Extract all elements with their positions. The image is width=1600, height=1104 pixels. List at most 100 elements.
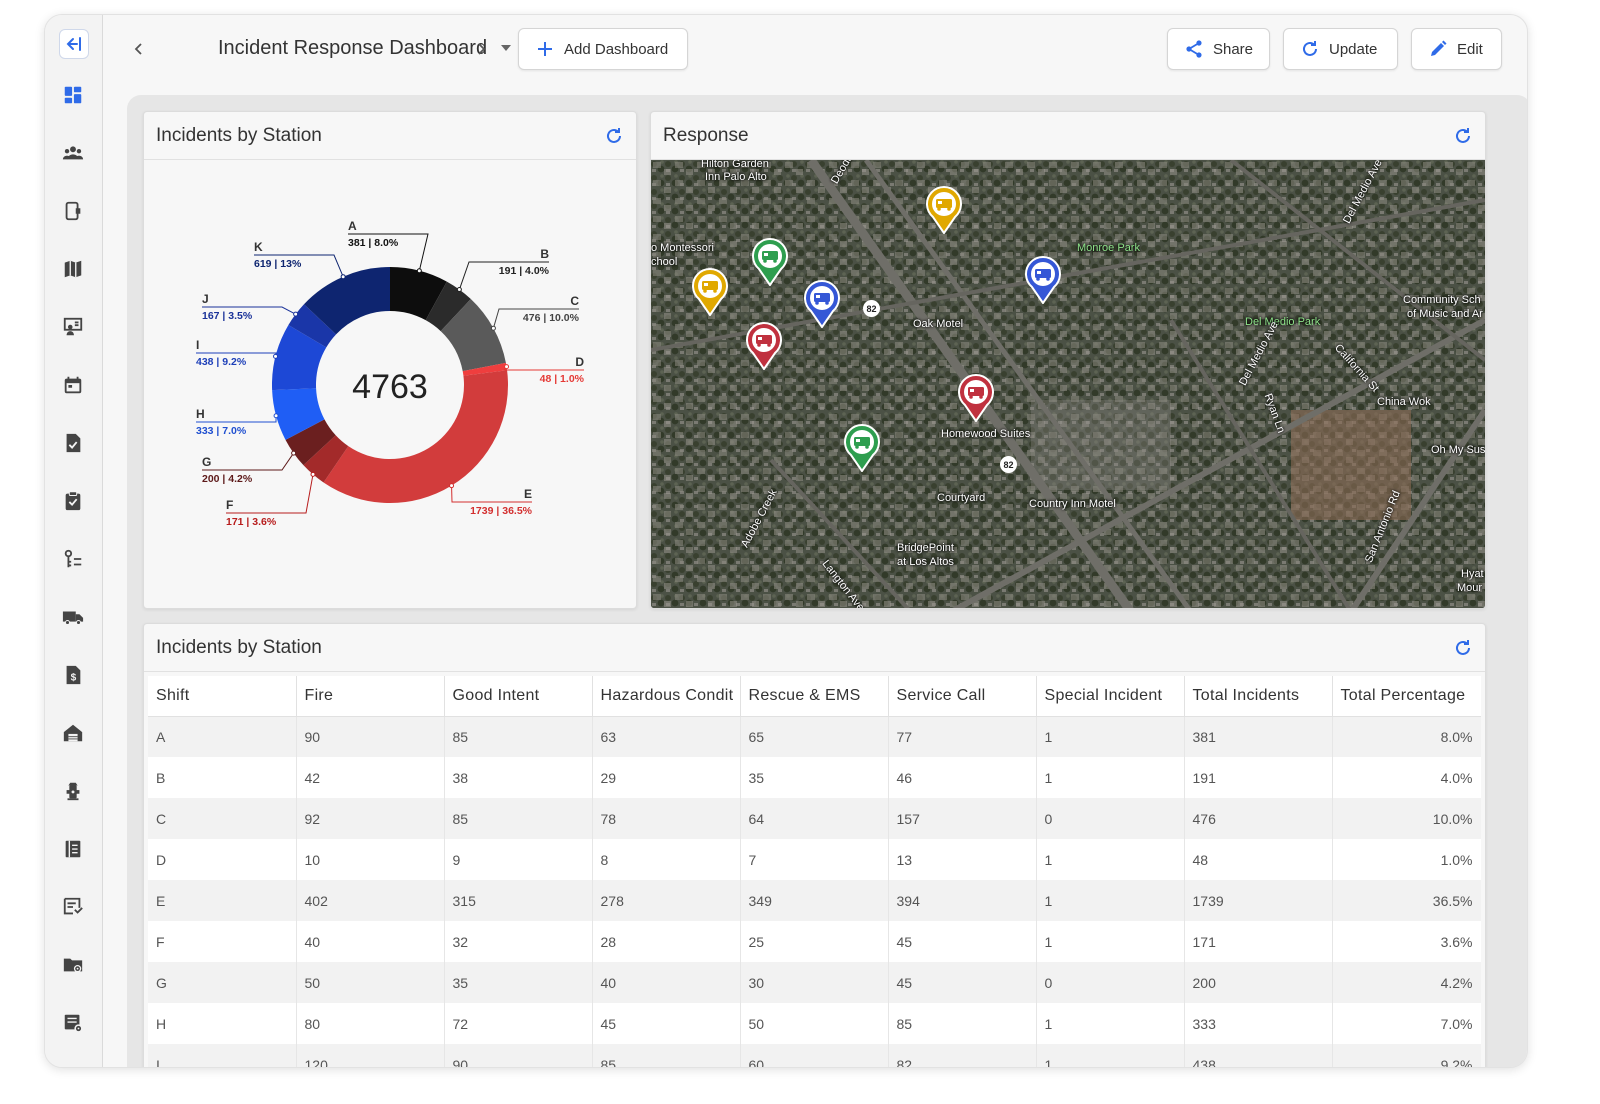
table-cell: 171	[1184, 921, 1333, 962]
fire-truck-pin[interactable]	[923, 184, 965, 234]
table-header-row: Shift Fire Good Intent Hazardous Condit Resc…	[148, 676, 1481, 717]
invoice-icon[interactable]: $	[61, 663, 85, 687]
donut-slice-a[interactable]	[390, 267, 447, 321]
table-cell: 278	[592, 880, 741, 921]
column-header[interactable]: Hazardous Condit	[592, 676, 741, 717]
table-cell: 191	[1184, 757, 1333, 798]
police-pin[interactable]	[1022, 254, 1064, 304]
leader-dot-h	[273, 413, 279, 419]
table-cell: 60	[740, 1044, 889, 1067]
map-icon[interactable]	[61, 257, 85, 281]
dashboard-icon[interactable]	[61, 83, 85, 107]
table-cell: 90	[444, 1044, 593, 1067]
table-cell: 35	[444, 962, 593, 1003]
satellite-map[interactable]: Hilton Garden Inn Palo Alto Deodar o Montes…	[651, 160, 1485, 608]
table-cell: 4.2%	[1332, 962, 1481, 1003]
table-row[interactable]: E 402 315 278 349 394 1 1739 36.5%	[148, 880, 1481, 921]
report-icon[interactable]	[61, 895, 85, 919]
refresh-icon[interactable]	[1453, 638, 1473, 658]
slice-label-h: H	[196, 407, 205, 421]
column-header[interactable]: Rescue & EMS	[740, 676, 889, 717]
table-cell: 50	[296, 962, 445, 1003]
donut-slice-c[interactable]	[440, 299, 506, 372]
chevron-right-icon[interactable]	[471, 39, 491, 59]
donut-slice-h[interactable]	[272, 388, 325, 440]
hydrant-icon[interactable]	[61, 779, 85, 803]
collapse-icon	[66, 37, 81, 51]
truck-icon[interactable]	[61, 605, 85, 629]
folder-settings-icon[interactable]	[61, 953, 85, 977]
table-scroll-area[interactable]: Shift Fire Good Intent Hazardous Condit Resc…	[148, 676, 1481, 1067]
collapse-sidebar-button[interactable]	[59, 29, 89, 59]
edit-button[interactable]: Edit	[1411, 28, 1502, 70]
column-header[interactable]: Good Intent	[444, 676, 593, 717]
column-header[interactable]: Total Percentage	[1332, 676, 1481, 717]
table-cell: 40	[296, 921, 445, 962]
calendar-icon[interactable]	[61, 373, 85, 397]
chevron-left-icon[interactable]	[129, 39, 149, 59]
table-row[interactable]: D 10 9 8 7 13 1 48 1.0%	[148, 839, 1481, 880]
donut-slice-f[interactable]	[303, 435, 349, 483]
clipboard-check-icon[interactable]	[61, 489, 85, 513]
donut-slice-i[interactable]	[272, 324, 327, 391]
donut-slice-g[interactable]	[285, 419, 336, 466]
column-header[interactable]: Total Incidents	[1184, 676, 1333, 717]
donut-slice-j[interactable]	[288, 304, 337, 348]
table-row[interactable]: G 50 35 40 30 45 0 200 4.2%	[148, 962, 1481, 1003]
leader-dot-j	[293, 311, 299, 317]
table-cell: 3.6%	[1332, 921, 1481, 962]
people-icon[interactable]	[61, 141, 85, 165]
column-header[interactable]: Service Call	[888, 676, 1037, 717]
personnel-board-icon[interactable]	[61, 315, 85, 339]
add-dashboard-button[interactable]: Add Dashboard	[518, 28, 688, 70]
table-row[interactable]: H 80 72 45 50 85 1 333 7.0%	[148, 1003, 1481, 1044]
card-title: Incidents by Station	[156, 637, 322, 658]
device-icon[interactable]	[61, 199, 85, 223]
ambulance-pin[interactable]	[743, 320, 785, 370]
table-row[interactable]: A 90 85 63 65 77 1 381 8.0%	[148, 716, 1481, 757]
column-header[interactable]: Special Incident	[1036, 676, 1185, 717]
column-header[interactable]: Fire	[296, 676, 445, 717]
refresh-icon	[1303, 41, 1317, 56]
caret-down-icon[interactable]	[501, 45, 511, 51]
table-cell: 0	[1036, 962, 1185, 1003]
donut-slice-k[interactable]	[304, 267, 390, 335]
station-icon[interactable]	[61, 721, 85, 745]
refresh-icon[interactable]	[604, 126, 624, 146]
ambulance-pin[interactable]	[841, 422, 883, 472]
donut-slice-d[interactable]	[462, 362, 508, 376]
table-row[interactable]: I 120 90 85 60 82 1 438 9.2%	[148, 1044, 1481, 1067]
doc-check-icon[interactable]	[61, 431, 85, 455]
share-button[interactable]: Share	[1167, 28, 1270, 70]
table-cell: 7	[740, 839, 889, 880]
fire-truck-pin[interactable]	[689, 266, 731, 316]
refresh-icon[interactable]	[1453, 126, 1473, 146]
map-place-label: Courtyard	[937, 492, 986, 504]
table-row[interactable]: F 40 32 28 25 45 1 171 3.6%	[148, 921, 1481, 962]
table-cell: 32	[444, 921, 593, 962]
table-cell: 72	[444, 1003, 593, 1044]
slice-label-k: K	[254, 240, 263, 254]
table-row[interactable]: C 92 85 78 64 157 0 476 10.0%	[148, 798, 1481, 839]
ambulance-pin[interactable]	[749, 236, 791, 286]
logbook-icon[interactable]	[61, 837, 85, 861]
donut-slice-b[interactable]	[425, 281, 471, 332]
leader-dot-c	[490, 325, 496, 331]
map-place-label: Monroe Park	[1077, 242, 1140, 254]
key-list-icon[interactable]	[61, 547, 85, 571]
slice-value-k: 619 | 13%	[254, 258, 302, 270]
leader-line-j	[202, 306, 296, 315]
map-place-label: Hyat	[1461, 568, 1484, 580]
table-row[interactable]: B 42 38 29 35 46 1 191 4.0%	[148, 757, 1481, 798]
column-header[interactable]: Shift	[148, 676, 297, 717]
police-pin[interactable]	[801, 278, 843, 328]
form-settings-icon[interactable]	[61, 1011, 85, 1035]
card-title: Response	[663, 125, 749, 146]
update-button[interactable]: Update	[1283, 28, 1398, 70]
ambulance-pin[interactable]	[955, 372, 997, 422]
table-cell: G	[148, 962, 297, 1003]
leader-dot-f	[310, 471, 316, 477]
donut-slice-e[interactable]	[323, 370, 508, 504]
table-cell: 1	[1036, 839, 1185, 880]
table-cell: 85	[444, 716, 593, 757]
